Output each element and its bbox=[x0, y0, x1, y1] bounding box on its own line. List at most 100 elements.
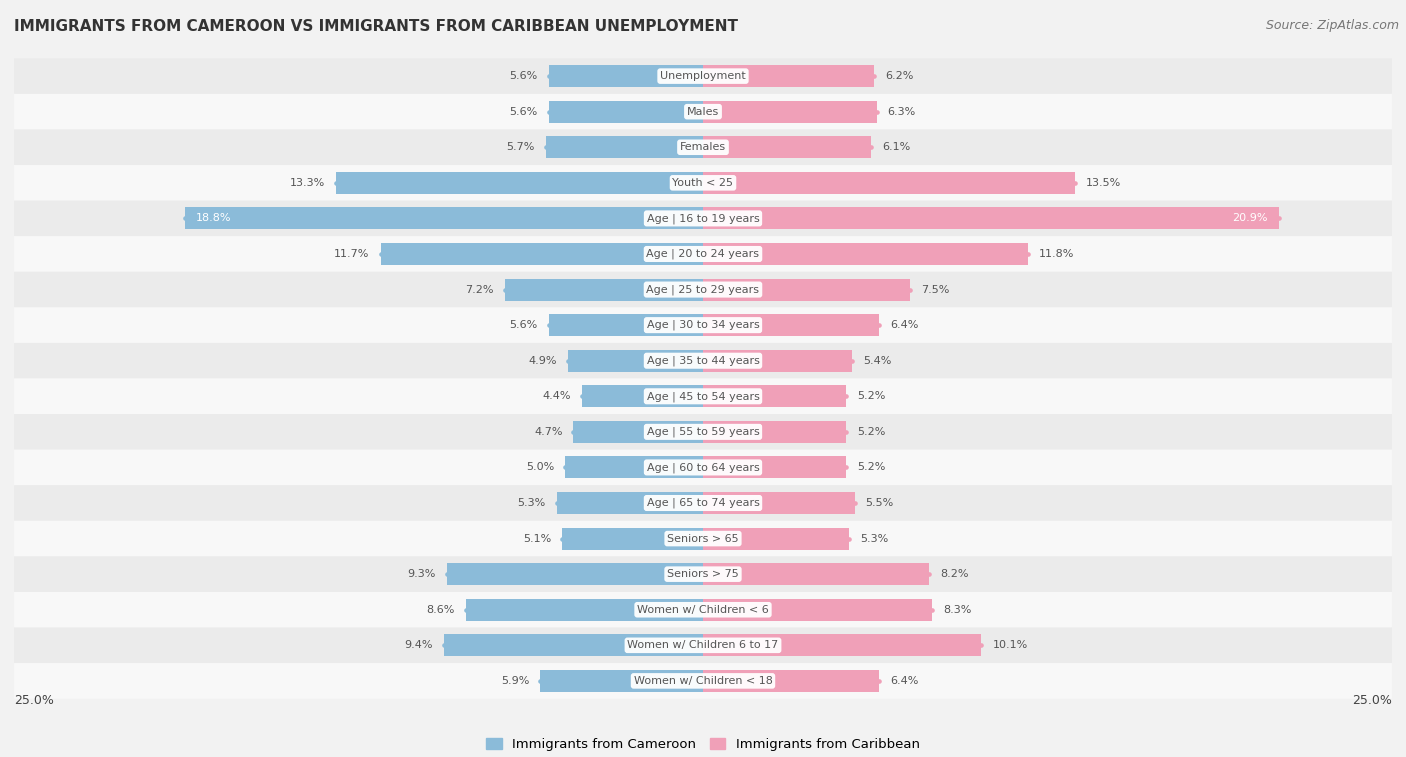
Bar bbox=[557, 492, 703, 514]
Text: 5.3%: 5.3% bbox=[860, 534, 889, 544]
Bar bbox=[574, 421, 703, 443]
Text: 5.0%: 5.0% bbox=[526, 463, 554, 472]
FancyBboxPatch shape bbox=[14, 165, 1392, 201]
FancyBboxPatch shape bbox=[14, 129, 1392, 165]
Bar bbox=[703, 563, 929, 585]
Text: 11.8%: 11.8% bbox=[1039, 249, 1074, 259]
Bar bbox=[465, 599, 703, 621]
Text: Age | 65 to 74 years: Age | 65 to 74 years bbox=[647, 498, 759, 508]
Text: 6.1%: 6.1% bbox=[882, 142, 910, 152]
Bar bbox=[703, 421, 846, 443]
Bar bbox=[562, 528, 703, 550]
Bar bbox=[703, 350, 852, 372]
Text: Males: Males bbox=[688, 107, 718, 117]
Text: Seniors > 75: Seniors > 75 bbox=[666, 569, 740, 579]
FancyBboxPatch shape bbox=[14, 58, 1392, 94]
Text: Age | 20 to 24 years: Age | 20 to 24 years bbox=[647, 249, 759, 259]
FancyBboxPatch shape bbox=[14, 521, 1392, 556]
Text: 5.2%: 5.2% bbox=[858, 463, 886, 472]
Text: Age | 25 to 29 years: Age | 25 to 29 years bbox=[647, 285, 759, 294]
Text: Women w/ Children < 18: Women w/ Children < 18 bbox=[634, 676, 772, 686]
Text: Source: ZipAtlas.com: Source: ZipAtlas.com bbox=[1265, 19, 1399, 32]
Bar bbox=[703, 136, 872, 158]
Bar bbox=[703, 634, 981, 656]
Bar bbox=[447, 563, 703, 585]
Bar bbox=[703, 172, 1076, 194]
Text: 8.3%: 8.3% bbox=[943, 605, 972, 615]
Text: 20.9%: 20.9% bbox=[1233, 213, 1268, 223]
Text: 6.2%: 6.2% bbox=[884, 71, 914, 81]
Text: Age | 55 to 59 years: Age | 55 to 59 years bbox=[647, 427, 759, 437]
Text: Unemployment: Unemployment bbox=[661, 71, 745, 81]
Bar bbox=[565, 456, 703, 478]
Bar bbox=[548, 101, 703, 123]
FancyBboxPatch shape bbox=[14, 378, 1392, 414]
Text: Women w/ Children 6 to 17: Women w/ Children 6 to 17 bbox=[627, 640, 779, 650]
FancyBboxPatch shape bbox=[14, 450, 1392, 485]
Text: Age | 30 to 34 years: Age | 30 to 34 years bbox=[647, 320, 759, 330]
Text: 6.4%: 6.4% bbox=[890, 676, 918, 686]
Bar bbox=[186, 207, 703, 229]
Bar bbox=[703, 279, 910, 301]
Text: 7.2%: 7.2% bbox=[465, 285, 494, 294]
Bar bbox=[540, 670, 703, 692]
Bar bbox=[703, 599, 932, 621]
Text: 5.3%: 5.3% bbox=[517, 498, 546, 508]
Text: 8.2%: 8.2% bbox=[941, 569, 969, 579]
Bar bbox=[444, 634, 703, 656]
Text: 7.5%: 7.5% bbox=[921, 285, 949, 294]
Bar bbox=[548, 65, 703, 87]
Text: Age | 60 to 64 years: Age | 60 to 64 years bbox=[647, 463, 759, 472]
Bar bbox=[703, 492, 855, 514]
Text: 13.5%: 13.5% bbox=[1085, 178, 1122, 188]
Text: 6.3%: 6.3% bbox=[887, 107, 915, 117]
Text: 6.4%: 6.4% bbox=[890, 320, 918, 330]
Text: 4.7%: 4.7% bbox=[534, 427, 562, 437]
Bar bbox=[546, 136, 703, 158]
Bar bbox=[548, 314, 703, 336]
Legend: Immigrants from Cameroon, Immigrants from Caribbean: Immigrants from Cameroon, Immigrants fro… bbox=[481, 733, 925, 756]
Bar bbox=[703, 207, 1279, 229]
Text: 5.6%: 5.6% bbox=[509, 320, 537, 330]
Text: Women w/ Children < 6: Women w/ Children < 6 bbox=[637, 605, 769, 615]
FancyBboxPatch shape bbox=[14, 663, 1392, 699]
Text: 25.0%: 25.0% bbox=[1353, 694, 1392, 707]
Text: 4.4%: 4.4% bbox=[543, 391, 571, 401]
Bar bbox=[336, 172, 703, 194]
FancyBboxPatch shape bbox=[14, 307, 1392, 343]
FancyBboxPatch shape bbox=[14, 485, 1392, 521]
FancyBboxPatch shape bbox=[14, 201, 1392, 236]
FancyBboxPatch shape bbox=[14, 343, 1392, 378]
Bar bbox=[703, 243, 1028, 265]
FancyBboxPatch shape bbox=[14, 592, 1392, 628]
FancyBboxPatch shape bbox=[14, 236, 1392, 272]
Bar bbox=[703, 528, 849, 550]
Text: 5.2%: 5.2% bbox=[858, 427, 886, 437]
Text: 9.3%: 9.3% bbox=[408, 569, 436, 579]
FancyBboxPatch shape bbox=[14, 94, 1392, 129]
Bar bbox=[703, 314, 879, 336]
Bar bbox=[381, 243, 703, 265]
Text: 8.6%: 8.6% bbox=[426, 605, 456, 615]
FancyBboxPatch shape bbox=[14, 556, 1392, 592]
Bar bbox=[568, 350, 703, 372]
Bar bbox=[703, 101, 876, 123]
Text: Age | 16 to 19 years: Age | 16 to 19 years bbox=[647, 213, 759, 223]
Text: 5.6%: 5.6% bbox=[509, 107, 537, 117]
Bar bbox=[703, 456, 846, 478]
Text: 10.1%: 10.1% bbox=[993, 640, 1028, 650]
Text: 9.4%: 9.4% bbox=[405, 640, 433, 650]
Bar bbox=[505, 279, 703, 301]
Bar bbox=[703, 65, 875, 87]
Text: 5.7%: 5.7% bbox=[506, 142, 534, 152]
Text: 5.1%: 5.1% bbox=[523, 534, 551, 544]
FancyBboxPatch shape bbox=[14, 628, 1392, 663]
Text: Youth < 25: Youth < 25 bbox=[672, 178, 734, 188]
Bar bbox=[703, 670, 879, 692]
Text: 11.7%: 11.7% bbox=[335, 249, 370, 259]
Text: Seniors > 65: Seniors > 65 bbox=[668, 534, 738, 544]
Text: 5.5%: 5.5% bbox=[866, 498, 894, 508]
Text: 25.0%: 25.0% bbox=[14, 694, 53, 707]
Text: 18.8%: 18.8% bbox=[195, 213, 232, 223]
Text: 5.2%: 5.2% bbox=[858, 391, 886, 401]
